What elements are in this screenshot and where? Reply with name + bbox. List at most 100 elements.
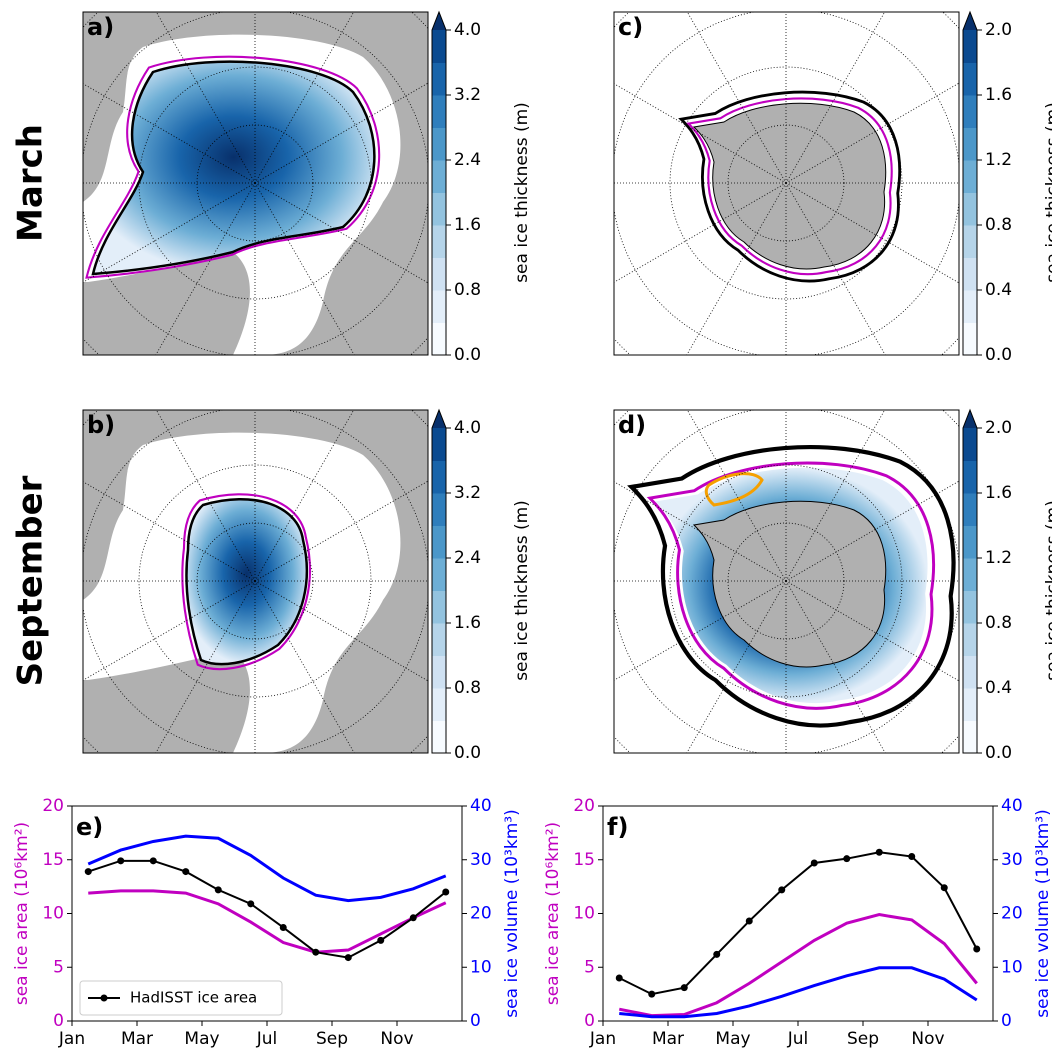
colorbar-segment [963, 62, 977, 96]
y2-tick-label: 10 [470, 957, 492, 977]
panel-label: a) [87, 13, 114, 41]
y-tick-label: 20 [42, 796, 64, 816]
y-axis-label: sea ice area (10⁶km²) [12, 822, 32, 1005]
colorbar-tick-label: 0.4 [985, 280, 1012, 300]
marker [149, 857, 157, 865]
colorbar-segment [963, 192, 977, 226]
colorbar-tick-label: 1.6 [454, 215, 481, 235]
y2-tick-label: 10 [1001, 957, 1023, 977]
colorbar-segment [432, 460, 446, 494]
y-tick-label: 10 [42, 904, 64, 924]
marker [117, 857, 125, 865]
plot-frame [602, 805, 994, 1022]
graticule [785, 580, 959, 682]
obs-edge [686, 97, 893, 276]
colorbar-extend [963, 12, 977, 30]
colorbar-segment [432, 95, 446, 128]
panel-label: e) [76, 813, 103, 841]
colorbar-tick-label: 2.4 [454, 548, 481, 568]
colorbar-frame [431, 10, 447, 356]
colorbar-tick-label: 0.8 [454, 280, 481, 300]
colorbar-segment [432, 290, 446, 323]
marker [713, 950, 721, 958]
colorbar-tick-label: 0.0 [985, 743, 1012, 763]
colorbar-label: sea ice thickness (m) [1043, 500, 1052, 681]
marker [84, 868, 92, 876]
map-area [614, 12, 959, 355]
colorbar-segment [432, 720, 446, 754]
marker [973, 945, 981, 953]
colorbar-segment [963, 95, 977, 128]
x-tick-label: Jan [58, 1029, 85, 1049]
graticule [686, 410, 787, 582]
map: c) [613, 11, 960, 356]
series-line [87, 859, 447, 959]
graticule [254, 480, 428, 582]
panel-label: b) [87, 411, 115, 439]
series-line [88, 889, 447, 954]
colorbar-segment [432, 127, 446, 161]
y-tick-label: 20 [573, 796, 595, 816]
colorbar-extend [963, 410, 977, 428]
colorbar-segment [963, 493, 977, 526]
y2-tick-label: 40 [470, 796, 492, 816]
graticule [686, 182, 787, 355]
graticule [785, 410, 886, 582]
x-tick-label: Sep [316, 1029, 348, 1049]
marker [182, 868, 190, 876]
colorbar-segment [432, 62, 446, 96]
graticule [785, 12, 886, 184]
y2-tick-label: 0 [470, 1011, 481, 1031]
y2-axis-label: sea ice volume (10³km³) [502, 809, 522, 1017]
graticule [138, 66, 372, 300]
graticule [138, 464, 372, 698]
x-tick-label: Nov [911, 1029, 944, 1049]
marker [648, 990, 656, 998]
colorbar-tick-label: 0.0 [454, 345, 481, 365]
colorbar-segment [963, 225, 977, 258]
colorbar-segment [432, 655, 446, 689]
colorbar-segment [432, 525, 446, 559]
graticule [155, 12, 256, 184]
marker [312, 948, 320, 956]
map-frame [613, 409, 960, 754]
graticule [83, 481, 256, 582]
colorbar-segment [432, 322, 446, 356]
marker [344, 954, 352, 962]
graticule [83, 182, 256, 283]
colorbar-tick-label: 0.8 [985, 613, 1012, 633]
colorbar-segment [432, 257, 446, 291]
colorbar-segment [963, 127, 977, 161]
graticule [614, 580, 787, 681]
colorbar-tick-label: 2.4 [454, 150, 481, 170]
y2-tick-label: 20 [1001, 904, 1023, 924]
y-tick-label: 10 [573, 904, 595, 924]
colorbar-segment [963, 655, 977, 689]
marker [279, 923, 287, 931]
colorbar-segment [432, 428, 446, 461]
colorbar-segment [963, 322, 977, 356]
graticule [83, 580, 256, 681]
obs-edge [646, 461, 936, 710]
graticule [669, 464, 903, 698]
graticule [83, 83, 256, 184]
obs-edge [181, 493, 311, 671]
x-tick-label: Jul [787, 1029, 809, 1049]
graticule [614, 83, 787, 184]
panel-label: f) [607, 813, 628, 841]
y-tick-label: 0 [584, 1011, 595, 1031]
model-edge [91, 60, 376, 276]
graticule [155, 580, 256, 753]
marker [680, 984, 688, 992]
colorbar-segment [432, 160, 446, 193]
colorbar-segment [432, 590, 446, 624]
colorbar-segment [432, 30, 446, 63]
marker [778, 886, 786, 894]
y-tick-label: 15 [42, 850, 64, 870]
y2-tick-label: 20 [470, 904, 492, 924]
colorbar-tick-label: 0.0 [985, 345, 1012, 365]
sea-ice [93, 61, 375, 274]
panel-label: c) [618, 13, 643, 41]
colorbar-segment [432, 192, 446, 226]
graticule [254, 580, 428, 682]
